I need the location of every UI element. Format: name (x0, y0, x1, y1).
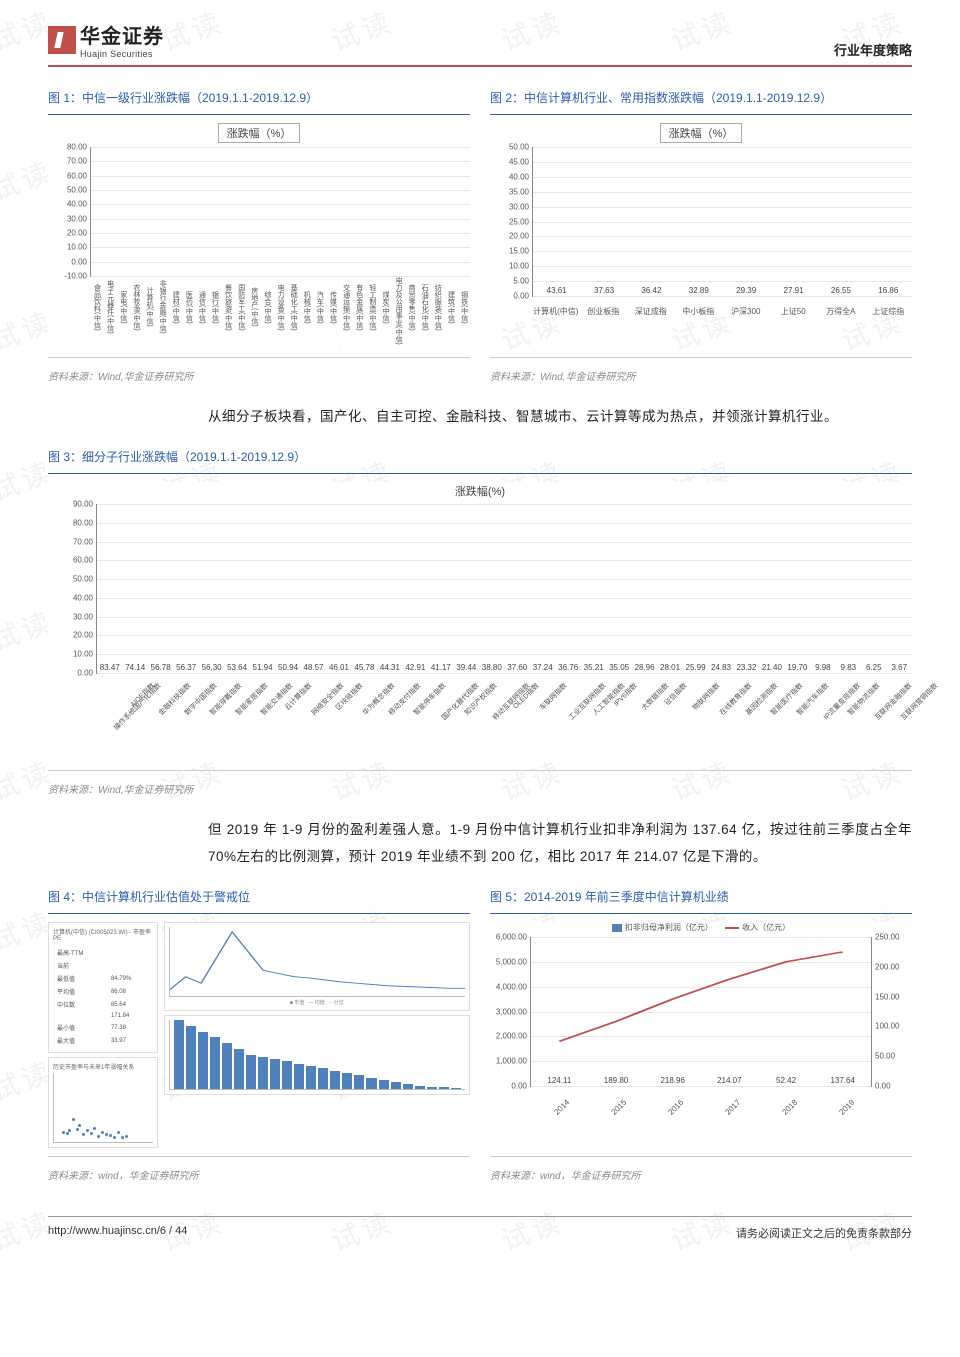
bar-slot: 37.60 (505, 663, 530, 673)
bar-slot: 74.14 (122, 663, 147, 673)
bar-slot: 27.91 (770, 286, 817, 296)
bar-slot: 9.83 (836, 663, 861, 673)
fig4-source: 资料来源：wind，华金证券研究所 (48, 1156, 470, 1188)
bar-slot: 43.61 (533, 286, 580, 296)
fig4-stats-panel: 计算机(中信) (CI005023.WI) - 市盈率PE 最高-TTM当前最低… (48, 922, 158, 1053)
bar-slot: 50.94 (275, 663, 300, 673)
bar-slot: 35.21 (581, 663, 606, 673)
bar-slot: 28.96 (632, 663, 657, 673)
bar-slot: 41.17 (428, 663, 453, 673)
bar-slot: 45.78 (352, 663, 377, 673)
fig3-chart: 涨跌幅(%) 0.0010.0020.0030.0040.0050.0060.0… (48, 482, 912, 762)
brand-logo: 华金证券 Huajin Securities (48, 20, 164, 59)
bar-slot: 36.42 (628, 286, 675, 296)
bar-slot: 21.40 (759, 663, 784, 673)
page-footer: http://www.huajinsc.cn/6 / 44 请务必阅读正文之后的… (48, 1216, 912, 1241)
fig1-source: 资料来源：Wind,华金证券研究所 (48, 357, 470, 389)
bar-slot: 32.89 (675, 286, 722, 296)
bar-slot: 3.67 (887, 663, 912, 673)
bar-slot: 56.78 (148, 663, 173, 673)
bar-slot: 9.98 (810, 663, 835, 673)
bar-slot: 83.47 (97, 663, 122, 673)
fig5-legend: 扣非归母净利润（亿元） 收入（亿元） (490, 922, 912, 933)
fig2-chart: 涨跌幅（%） 0.005.0010.0015.0020.0025.0030.00… (490, 123, 912, 317)
bar-slot: 48.57 (301, 663, 326, 673)
paragraph-2: 但 2019 年 1-9 月份的盈利差强人意。1-9 月份中信计算机行业扣非净利… (48, 816, 912, 870)
bar-slot: 35.05 (606, 663, 631, 673)
fig4-mid-label: 历史市盈率与未来1年涨幅关系 (53, 1062, 153, 1071)
bar-slot: 38.80 (479, 663, 504, 673)
bar-slot: 16.86 (865, 286, 912, 296)
footer-url: http://www.huajinsc.cn/6 / 44 (48, 1225, 187, 1241)
bar-slot: 28.01 (657, 663, 682, 673)
fig4-title: 图 4：中信计算机行业估值处于警戒位 (48, 884, 470, 914)
bar-slot: 19.70 (785, 663, 810, 673)
bar-slot: 24.83 (708, 663, 733, 673)
bar-slot: 46.01 (326, 663, 351, 673)
fig2-legend: 涨跌幅（%） (660, 123, 743, 143)
fig5-source: 资料来源：wind，华金证券研究所 (490, 1156, 912, 1188)
bar-slot: 39.44 (454, 663, 479, 673)
bar-slot: 29.39 (723, 286, 770, 296)
footer-disclaimer: 请务必阅读正文之后的免责条款部分 (736, 1225, 912, 1241)
bar-slot: 37.24 (530, 663, 555, 673)
paragraph-1: 从细分子板块看，国产化、自主可控、金融科技、智慧城市、云计算等成为热点，并领涨计… (48, 403, 912, 430)
bar-slot: 42.91 (403, 663, 428, 673)
page-header: 华金证券 Huajin Securities 行业年度策略 (48, 20, 912, 67)
logo-mark-icon (48, 26, 76, 54)
fig3-legend: 涨跌幅(%) (447, 482, 513, 500)
fig5-chart: 扣非归母净利润（亿元） 收入（亿元） 0.001,000.002,000.003… (490, 922, 912, 1105)
brand-cn: 华金证券 (80, 20, 164, 49)
fig4-top-label: 计算机(中信) (CI005023.WI) - 市盈率PE (53, 927, 153, 942)
bar-slot: 56.37 (173, 663, 198, 673)
bar-slot: 53.64 (224, 663, 249, 673)
bar-slot: 51.94 (250, 663, 275, 673)
bar-slot: 56.30 (199, 663, 224, 673)
fig1-title: 图 1：中信一级行业涨跌幅（2019.1.1-2019.12.9） (48, 85, 470, 115)
fig2-source: 资料来源：Wind,华金证券研究所 (490, 357, 912, 389)
fig5-legend-bar: 扣非归母净利润（亿元） (625, 923, 713, 932)
fig1-legend: 涨跌幅（%） (218, 123, 301, 143)
fig2-title: 图 2：中信计算机行业、常用指数涨跌幅（2019.1.1-2019.12.9） (490, 85, 912, 115)
fig5-legend-line: 收入（亿元） (742, 923, 790, 932)
bar-slot: 36.76 (555, 663, 580, 673)
brand-en: Huajin Securities (80, 49, 164, 59)
fig3-title: 图 3：细分子行业涨跌幅（2019.1.1-2019.12.9） (48, 444, 912, 474)
bar-slot: 25.99 (683, 663, 708, 673)
bar-slot: 23.32 (734, 663, 759, 673)
doc-type: 行业年度策略 (834, 40, 912, 59)
bar-slot: 6.25 (861, 663, 886, 673)
fig4-bars-panel (164, 1015, 470, 1095)
fig4-line-panel: ■ 市值 — 均值 ···分位 (164, 922, 470, 1011)
bar-slot: 44.31 (377, 663, 402, 673)
fig1-chart: 涨跌幅（%） -10.000.0010.0020.0030.0040.0050.… (48, 123, 470, 349)
fig5-title: 图 5：2014-2019 年前三季度中信计算机业绩 (490, 884, 912, 914)
fig3-source: 资料来源：Wind,华金证券研究所 (48, 770, 912, 802)
bar-slot: 26.55 (817, 286, 864, 296)
fig4-scatter-panel: 历史市盈率与未来1年涨幅关系 (48, 1057, 158, 1148)
bar-slot: 37.63 (580, 286, 627, 296)
fig4-chart: 计算机(中信) (CI005023.WI) - 市盈率PE 最高-TTM当前最低… (48, 922, 470, 1148)
